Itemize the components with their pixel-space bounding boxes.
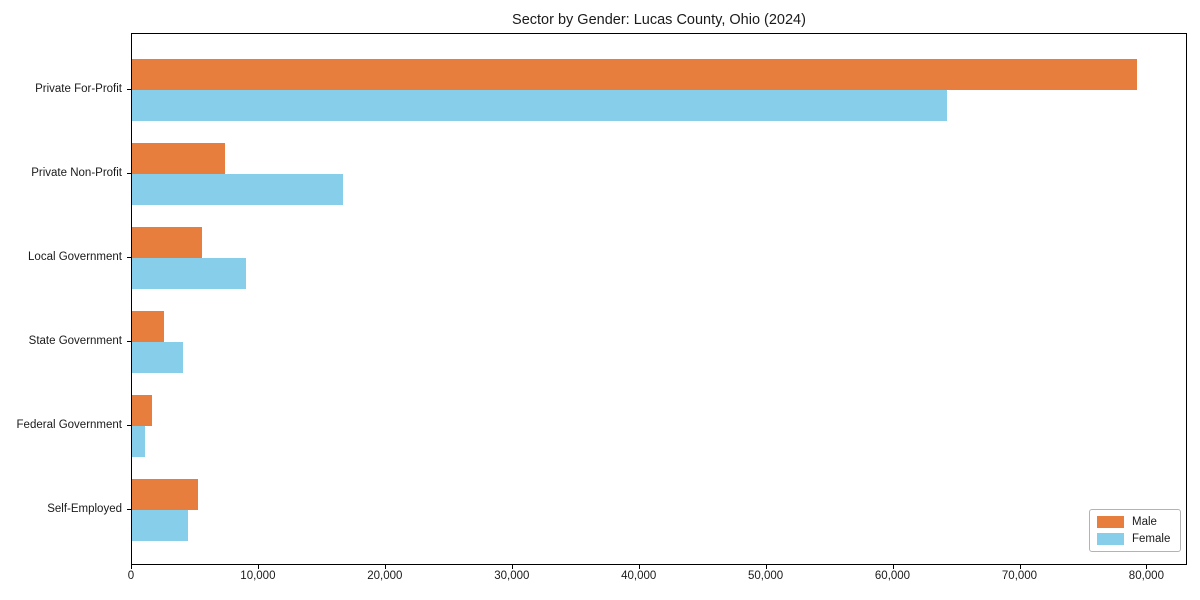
x-label-80000: 80,000 bbox=[1128, 570, 1164, 582]
x-tickmark-70000 bbox=[1019, 565, 1021, 569]
bar-male-federal-government bbox=[132, 395, 153, 426]
x-tickmark-10000 bbox=[257, 565, 259, 569]
x-label-20000: 20,000 bbox=[367, 570, 403, 582]
bar-female-federal-government bbox=[132, 426, 145, 457]
legend-entry-female: Female bbox=[1097, 533, 1172, 545]
y-tickmark-state-government bbox=[127, 341, 131, 342]
y-tickmark-federal-government bbox=[127, 425, 131, 426]
y-tickmark-local-government bbox=[127, 257, 131, 258]
x-label-0: 0 bbox=[127, 570, 135, 582]
x-label-70000: 70,000 bbox=[1001, 570, 1038, 582]
bar-male-self-employed bbox=[132, 479, 198, 510]
y-label-private-non-profit: Private Non-Profit bbox=[31, 167, 122, 179]
x-tickmark-40000 bbox=[638, 565, 640, 569]
x-tickmark-20000 bbox=[384, 565, 386, 569]
legend: Male Female bbox=[1089, 509, 1181, 552]
y-tickmark-private-for-profit bbox=[127, 89, 131, 90]
legend-label-female: Female bbox=[1132, 533, 1171, 545]
x-tickmark-50000 bbox=[765, 565, 767, 569]
x-label-30000: 30,000 bbox=[494, 570, 530, 582]
x-tickmark-60000 bbox=[892, 565, 894, 569]
plot-area bbox=[131, 33, 1187, 565]
chart-title: Sector by Gender: Lucas County, Ohio (20… bbox=[512, 12, 806, 28]
y-label-private-for-profit: Private For-Profit bbox=[35, 83, 122, 95]
x-label-50000: 50,000 bbox=[748, 570, 784, 582]
legend-entry-male: Male bbox=[1097, 516, 1172, 528]
x-tickmark-0 bbox=[131, 565, 132, 569]
legend-swatch-female bbox=[1097, 533, 1124, 545]
y-tickmark-self-employed bbox=[127, 509, 131, 510]
legend-swatch-male bbox=[1097, 516, 1124, 528]
x-label-60000: 60,000 bbox=[874, 570, 911, 582]
y-tickmark-private-non-profit bbox=[127, 173, 131, 174]
x-tickmark-80000 bbox=[1146, 565, 1148, 569]
bar-male-state-government bbox=[132, 311, 164, 342]
x-label-10000: 10,000 bbox=[240, 570, 276, 582]
y-label-state-government: State Government bbox=[28, 335, 122, 347]
bar-female-state-government bbox=[132, 342, 183, 373]
bar-female-private-for-profit bbox=[132, 90, 947, 121]
bar-female-private-non-profit bbox=[132, 174, 343, 205]
x-label-40000: 40,000 bbox=[621, 570, 657, 582]
bar-male-private-for-profit bbox=[132, 59, 1138, 90]
bar-female-local-government bbox=[132, 258, 247, 289]
y-label-federal-government: Federal Government bbox=[16, 419, 122, 431]
y-label-self-employed: Self-Employed bbox=[47, 503, 122, 515]
y-label-local-government: Local Government bbox=[28, 251, 122, 263]
bar-male-private-non-profit bbox=[132, 143, 225, 174]
bar-male-local-government bbox=[132, 227, 202, 258]
x-tickmark-30000 bbox=[511, 565, 513, 569]
bar-female-self-employed bbox=[132, 510, 188, 541]
legend-label-male: Male bbox=[1132, 516, 1157, 528]
